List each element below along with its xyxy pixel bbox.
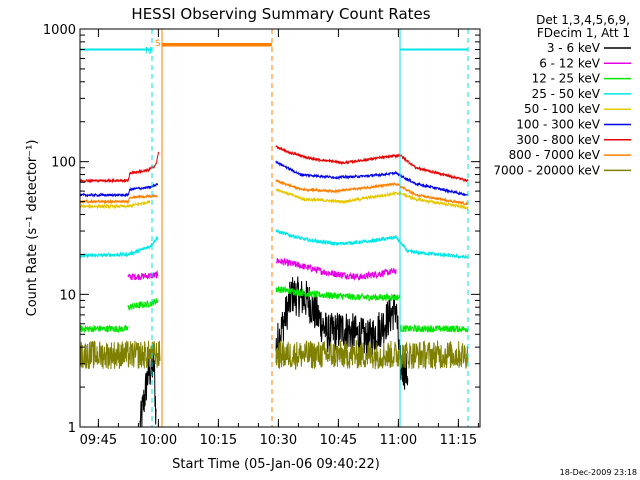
series-segment (80, 200, 151, 210)
x-tick-label: 11:15 (440, 433, 477, 448)
legend-label: 50 - 100 keV (524, 102, 601, 116)
series-segment (80, 193, 159, 205)
series-segment (275, 257, 397, 282)
series-segment (275, 145, 469, 183)
series-300-800-kev (80, 145, 469, 184)
series-segment (275, 339, 469, 370)
plot-frame (79, 28, 481, 428)
chart-title: HESSI Observing Summary Count Rates (131, 5, 430, 23)
legend-label: 12 - 25 keV (532, 72, 601, 86)
series-800-7000-kev (80, 43, 469, 206)
series-segment (275, 160, 469, 197)
x-tick-label: 10:45 (320, 433, 357, 448)
annotation-label: N (145, 47, 152, 57)
series-7000-20000-kev (80, 339, 469, 370)
series-12-25-kev (80, 285, 469, 334)
legend-label: 100 - 300 keV (516, 118, 600, 132)
series-segment (275, 178, 469, 206)
series-50-100-kev (80, 188, 469, 211)
series-segment (399, 323, 469, 334)
legend-header: Det 1,3,4,5,6,9, (536, 13, 630, 27)
series-segment (275, 188, 469, 211)
series-segment (80, 340, 161, 370)
legend-label: 3 - 6 keV (547, 41, 601, 55)
legend-label: 800 - 7000 keV (509, 148, 601, 162)
legend-header: FDecim 1, Att 1 (537, 26, 630, 40)
series-segment (80, 235, 159, 260)
y-axis-label: Count Rate (s⁻¹ detector⁻¹) (25, 140, 40, 317)
x-tick-label: 10:00 (140, 433, 177, 448)
series-segment (80, 183, 159, 198)
series-100-300-kev (80, 160, 469, 198)
y-tick-label: 10 (59, 288, 76, 303)
series-25-50-kev (80, 228, 469, 260)
annotation-label: S (155, 39, 161, 49)
series-segment (275, 285, 401, 302)
y-tick-label: 100 (51, 156, 76, 171)
x-tick-label: 09:45 (80, 433, 117, 448)
y-tick-label: 1 (68, 421, 76, 436)
y-tick-label: 1000 (43, 23, 76, 38)
legend-label: 6 - 12 keV (539, 56, 601, 70)
series-segment (80, 324, 129, 334)
series-segment (275, 276, 409, 390)
x-tick-label: 10:30 (260, 433, 297, 448)
legend-label: 7000 - 20000 keV (493, 163, 600, 177)
x-tick-label: 11:00 (380, 433, 417, 448)
x-tick-label: 10:15 (200, 433, 237, 448)
timestamp-footer: 18-Dec-2009 23:18 (560, 468, 637, 477)
series-segment (275, 228, 469, 260)
series-segment (127, 269, 159, 281)
legend-label: 25 - 50 keV (532, 87, 601, 101)
x-axis-label: Start Time (05-Jan-06 09:40:22) (172, 457, 380, 472)
legend-label: 300 - 800 keV (516, 133, 600, 147)
series-segment (139, 348, 157, 427)
series-6-12-kev (127, 257, 397, 282)
series-segment (127, 297, 159, 311)
series-segment (80, 151, 160, 184)
